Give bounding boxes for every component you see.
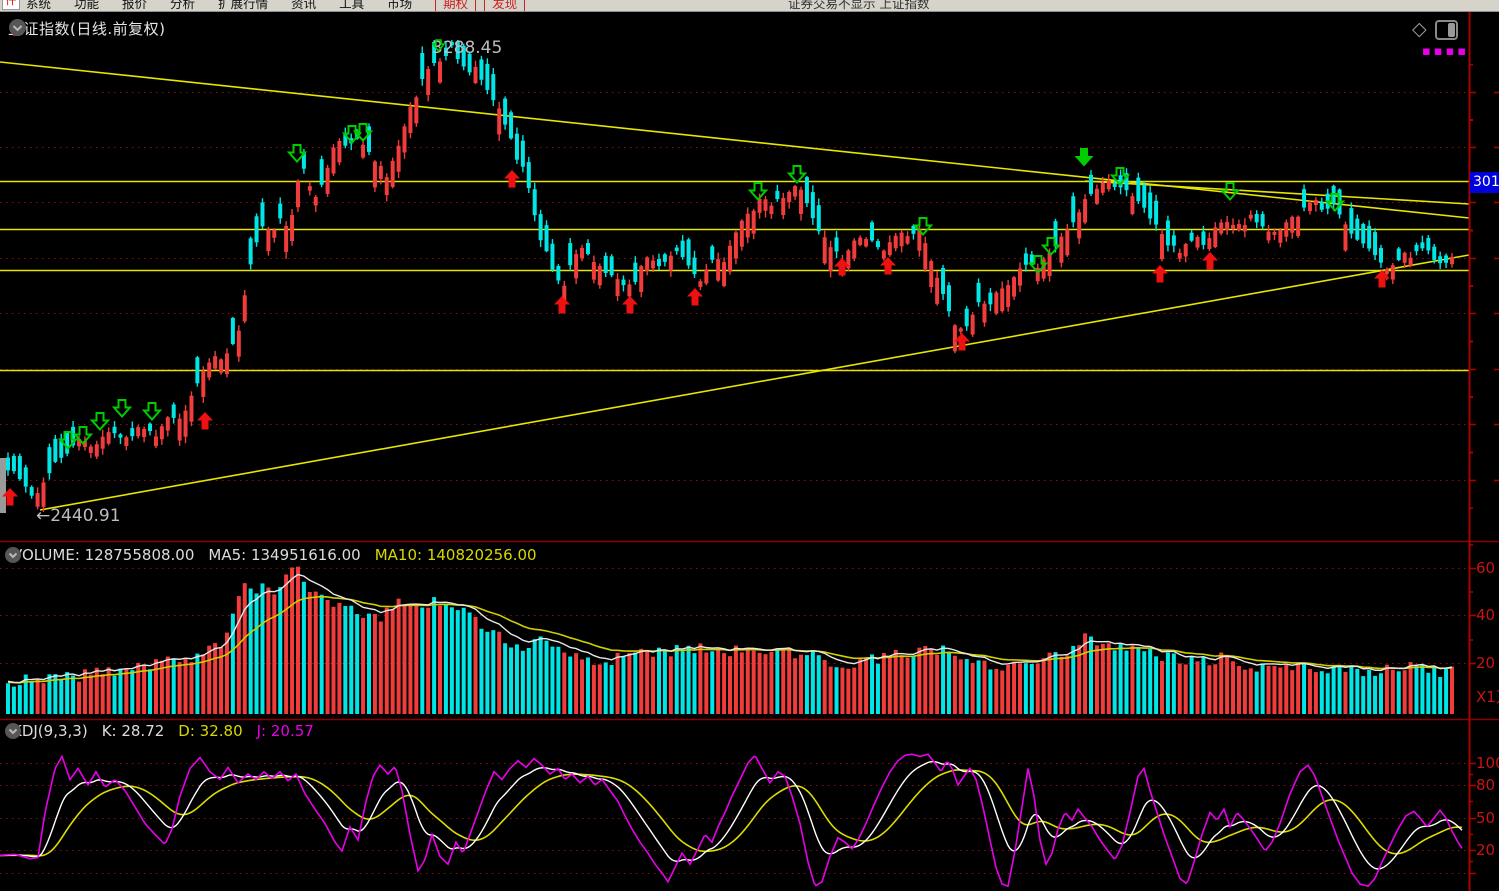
- sell-arrow-icon: [1109, 167, 1131, 187]
- chart-toolbar: ◇: [1412, 20, 1458, 40]
- peak-price-label: 3288.45: [432, 38, 503, 58]
- sell-arrow-icon: [141, 402, 163, 422]
- sell-arrow-icon: [341, 125, 363, 145]
- menu-item[interactable]: 工具: [339, 0, 365, 11]
- sell-arrow-icon: [786, 165, 808, 185]
- volume-ma5-line: [7, 573, 1453, 684]
- sell-arrow-icon: [72, 426, 94, 446]
- sell-arrow-icon: [111, 399, 133, 419]
- sell-arrow-icon: [747, 182, 769, 202]
- kdj-k-value: K: 28.72: [101, 722, 165, 740]
- volume-ma10: MA10: 140820256.00: [374, 546, 537, 564]
- buy-arrow-icon: [954, 333, 970, 351]
- sell-arrow-icon: [1324, 193, 1346, 213]
- sell-arrow-icon: [286, 144, 308, 164]
- buy-arrow-icon: [622, 296, 638, 314]
- buy-arrow-icon: [197, 412, 213, 430]
- kdj-header: KDJ(9,3,3) K: 28.72 D: 32.80 J: 20.57: [4, 722, 328, 740]
- sell-arrow-icon: [1027, 255, 1049, 275]
- buy-arrow-icon: [687, 288, 703, 306]
- menu-item-highlighted[interactable]: 发现: [484, 0, 526, 11]
- kdj-j-value: J: 20.57: [256, 722, 314, 740]
- menu-item[interactable]: 功能: [74, 0, 100, 11]
- axis-tick-label: 80: [1476, 776, 1496, 794]
- volume-value: VOLUME: 128755808.00: [12, 546, 195, 564]
- buy-arrow-icon: [880, 257, 896, 275]
- buy-arrow-icon: [2, 488, 18, 506]
- volume-bars: [6, 566, 1454, 714]
- menu-item-highlighted[interactable]: 期权: [435, 0, 477, 11]
- sell-arrow-filled-icon: [1074, 148, 1094, 167]
- sell-arrow-icon: [89, 412, 111, 432]
- candlestick-chart: [0, 40, 1454, 513]
- sell-arrow-icon: [1040, 237, 1062, 257]
- sell-arrow-icon: [1219, 182, 1241, 202]
- kdj-lines: [0, 753, 1463, 888]
- kdj-d-value: D: 32.80: [178, 722, 243, 740]
- menu-item[interactable]: 系统: [26, 0, 52, 11]
- sell-signal-icon: [432, 39, 446, 53]
- app-icon[interactable]: 仟: [2, 0, 20, 10]
- diamond-icon[interactable]: ◇: [1412, 18, 1427, 40]
- trough-price-label: ←2440.91: [36, 506, 121, 526]
- buy-arrow-icon: [1152, 265, 1168, 283]
- partial-candle: [0, 458, 6, 513]
- menu-item[interactable]: 报价: [122, 0, 148, 11]
- descending-resistance-2: [1084, 180, 1470, 205]
- axis-tick-label: 20: [1476, 654, 1496, 672]
- sell-arrow-icon: [912, 217, 934, 237]
- kdj-j-line: [0, 753, 1463, 888]
- axis-price-box: 3012: [1470, 172, 1499, 193]
- trend-lines: [0, 61, 1470, 511]
- buy-arrow-icon: [1374, 270, 1390, 288]
- sell-arrow-icon: [57, 431, 79, 451]
- main-chart-header: 上证指数(日线.前复权): [8, 18, 181, 39]
- buy-arrow-icon: [554, 296, 570, 314]
- panel-layout-icon[interactable]: [1434, 20, 1458, 40]
- chart-title: 上证指数(日线.前复权): [8, 20, 166, 38]
- menu-item[interactable]: 分析: [170, 0, 196, 11]
- kdj-k-line: [0, 760, 1463, 870]
- ascending-support: [39, 254, 1470, 511]
- volume-ma-lines: [7, 573, 1453, 684]
- kdj-name: KDJ(9,3,3): [12, 722, 88, 740]
- axes: [0, 12, 1499, 891]
- menu-item[interactable]: 市场: [387, 0, 413, 11]
- volume-ma5: MA5: 134951616.00: [208, 546, 361, 564]
- menu-right-text: 证券交易不显示 上证指数: [788, 0, 930, 11]
- axis-tick-label: 50: [1476, 809, 1496, 827]
- buy-arrow-icon: [1202, 252, 1218, 270]
- gridlines: [0, 92, 1469, 874]
- menu-bar: 仟 系统 功能 报价 分析 扩展行情 资讯 工具 市场 期权 发现 证券交易不显示 上证指数: [0, 0, 1499, 12]
- descending-resistance: [0, 61, 1470, 219]
- kdj-d-line: [0, 769, 1463, 857]
- axis-tick-label: X1万: [1476, 688, 1499, 706]
- signal-arrows: [2, 123, 1390, 506]
- axis-tick-label: 60: [1476, 559, 1496, 577]
- volume-header: VOLUME: 128755808.00 MA5: 134951616.00 M…: [4, 546, 551, 564]
- menu-dots-icon[interactable]: ▪▪▪▪: [1422, 44, 1470, 59]
- buy-arrow-icon: [834, 258, 850, 276]
- sell-arrow-icon: [352, 123, 374, 143]
- menu-item[interactable]: 扩展行情: [218, 0, 269, 11]
- axis-tick-label: 20: [1476, 841, 1496, 859]
- axis-tick-label: 100: [1476, 754, 1499, 772]
- axis-tick-label: 40: [1476, 606, 1496, 624]
- buy-arrow-icon: [504, 170, 520, 188]
- menu-item[interactable]: 资讯: [291, 0, 317, 11]
